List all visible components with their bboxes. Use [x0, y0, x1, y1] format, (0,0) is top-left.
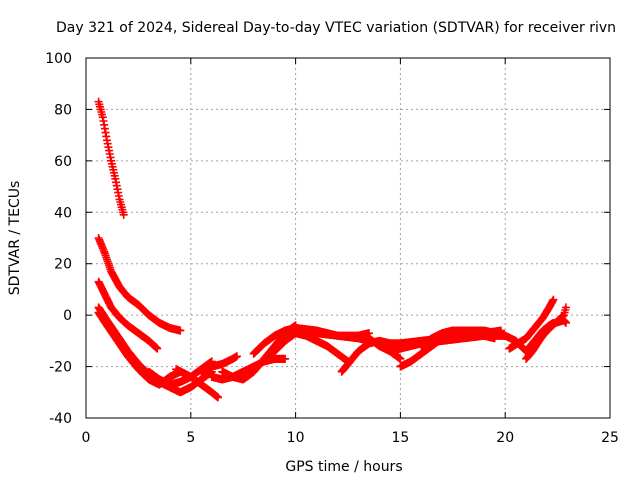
- y-tick-label: 20: [54, 257, 72, 273]
- y-tick-label: 80: [54, 102, 72, 118]
- y-tick-label: -40: [49, 411, 72, 427]
- x-tick-label: 5: [186, 430, 195, 446]
- data-point-marker: [214, 393, 223, 402]
- data-point-marker: [561, 318, 570, 327]
- y-tick-label: -20: [49, 360, 72, 376]
- y-tick-label: 100: [45, 51, 72, 67]
- x-tick-label: 20: [496, 430, 514, 446]
- series-arc-7: [172, 365, 223, 402]
- y-tick-label: 40: [54, 205, 72, 221]
- data-point-marker: [561, 303, 570, 312]
- x-tick-label: 25: [601, 430, 619, 446]
- x-tick-label: 0: [82, 430, 91, 446]
- series-arc-2: [94, 234, 185, 335]
- axis-ticks: 0 5 10 15 20 25 -40 -20 0 20 40 60 80 100: [45, 51, 619, 446]
- data-point-marker: [232, 352, 241, 361]
- plot-frame: [85, 57, 611, 419]
- data-series: [94, 97, 570, 402]
- series-arc-5: [94, 308, 185, 389]
- y-tick-label: 60: [54, 154, 72, 170]
- series-arc-20: [505, 295, 558, 353]
- series-arc-23: [543, 316, 570, 332]
- y-tick-label: 0: [63, 308, 72, 324]
- x-axis-label: GPS time / hours: [285, 459, 402, 475]
- series-arc-8: [197, 352, 241, 376]
- series-arc-18: [417, 326, 499, 350]
- data-point-marker: [119, 210, 128, 219]
- chart-title: Day 321 of 2024, Sidereal Day-to-day VTE…: [56, 20, 616, 36]
- series-arc-3: [94, 277, 162, 353]
- data-point-marker: [549, 295, 558, 304]
- y-axis-label: SDTVAR / TECUs: [7, 181, 23, 296]
- series-arc-1: [94, 97, 128, 219]
- data-point-marker: [281, 354, 290, 363]
- data-point-marker: [176, 326, 185, 335]
- data-point-marker: [396, 354, 405, 363]
- data-point-marker: [153, 344, 162, 353]
- x-tick-label: 10: [287, 430, 305, 446]
- x-tick-label: 15: [391, 430, 409, 446]
